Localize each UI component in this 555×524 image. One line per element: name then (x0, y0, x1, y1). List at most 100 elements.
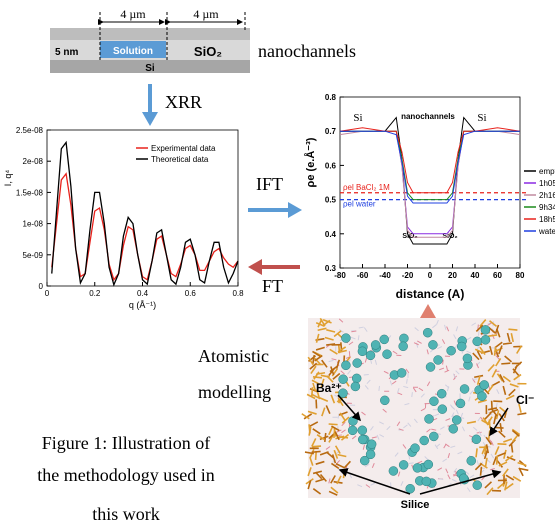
water-molecule (476, 345, 481, 350)
silica-bond (489, 320, 498, 327)
silica-bond (510, 443, 514, 453)
silica-bond (474, 348, 484, 354)
series-line (340, 130, 520, 204)
silica-bond (303, 413, 313, 420)
y-tick-label: 0 (39, 282, 44, 291)
caption: the methodology used in (37, 465, 214, 485)
si-layer (50, 60, 250, 73)
water-molecule (461, 426, 466, 432)
water-molecule (406, 378, 408, 384)
y-tick-label: 2e-08 (23, 157, 44, 166)
silica-bond (330, 394, 336, 404)
silica-bond (328, 490, 338, 496)
water-molecule (379, 421, 384, 425)
x-tick-label: 20 (448, 271, 457, 280)
ion (423, 459, 434, 470)
water-molecule (460, 412, 464, 418)
annotation: Si (353, 112, 362, 124)
water-molecule (325, 446, 331, 450)
water-molecule (436, 319, 439, 325)
ion (382, 349, 392, 359)
water-molecule (472, 426, 478, 431)
water-molecule (432, 324, 437, 329)
ion (398, 460, 409, 470)
water-molecule (398, 428, 404, 431)
silica-bond (335, 462, 345, 469)
series-line (51, 140, 239, 287)
water-molecule (455, 409, 459, 415)
silica-bond (337, 453, 347, 458)
silica-bond (475, 324, 484, 332)
silica-bond (485, 436, 493, 446)
water-molecule (397, 392, 403, 396)
silica-bond (306, 393, 316, 400)
water-molecule (426, 349, 429, 355)
water-molecule (361, 411, 366, 416)
ion (480, 325, 491, 335)
caption: this work (92, 504, 160, 524)
water-molecule (341, 429, 346, 434)
water-molecule (426, 428, 431, 433)
water-molecule (445, 418, 451, 421)
water-molecule (374, 359, 378, 365)
silica-bond (514, 361, 523, 369)
water-molecule (370, 426, 374, 431)
water-molecule (338, 318, 344, 323)
ion (338, 388, 348, 398)
silica-bond (322, 319, 331, 327)
x-tick-label: -60 (357, 271, 369, 280)
ion (448, 424, 459, 434)
water-molecule (453, 472, 458, 477)
silica-bond (504, 481, 508, 491)
water-molecule (442, 359, 444, 365)
silica-bond (315, 460, 325, 465)
top-layer (50, 28, 250, 40)
silica-bond (508, 388, 516, 397)
y-tick-label: 0.4 (325, 230, 337, 239)
silica-bond (315, 478, 325, 483)
silica-bond (491, 368, 498, 378)
silica-bond (505, 474, 515, 481)
water-molecule (394, 452, 399, 457)
silica-bond (476, 375, 481, 385)
water-molecule (445, 468, 449, 474)
water-molecule (434, 444, 439, 450)
water-molecule (389, 380, 393, 386)
ion (419, 435, 429, 446)
water-molecule (400, 481, 404, 486)
water-molecule (477, 416, 482, 422)
legend-label: empty (539, 167, 555, 176)
water-molecule (426, 381, 431, 387)
ion (455, 398, 466, 409)
water-molecule (336, 429, 342, 433)
silica-bond (498, 345, 503, 355)
silica-bond (494, 341, 503, 349)
silica-bond (326, 375, 334, 383)
annotation: nanochannels (401, 112, 455, 121)
silica-bond (312, 445, 322, 448)
ion (357, 434, 368, 445)
legend-label: Experimental data (151, 144, 216, 153)
silica-bond (484, 412, 492, 420)
ion (429, 396, 439, 407)
ion (472, 480, 483, 490)
silica-bond (311, 379, 321, 386)
silica-bond (326, 329, 336, 333)
silica-bond (474, 462, 483, 471)
water-molecule (418, 387, 424, 392)
water-molecule (447, 453, 451, 459)
reference-label: ρel BaCl₂ 1M (343, 183, 390, 192)
silica-bond (311, 393, 321, 400)
water-molecule (478, 431, 482, 436)
silica-bond (493, 400, 503, 403)
pointer (337, 394, 361, 422)
arrow-label: modelling (198, 382, 271, 402)
water-molecule (443, 443, 447, 449)
water-molecule (396, 421, 401, 427)
water-molecule (440, 426, 445, 430)
water-molecule (457, 451, 463, 455)
water-molecule (364, 357, 368, 363)
water-molecule (437, 346, 443, 350)
silica-bond (485, 444, 490, 454)
silica-bond (320, 378, 325, 388)
